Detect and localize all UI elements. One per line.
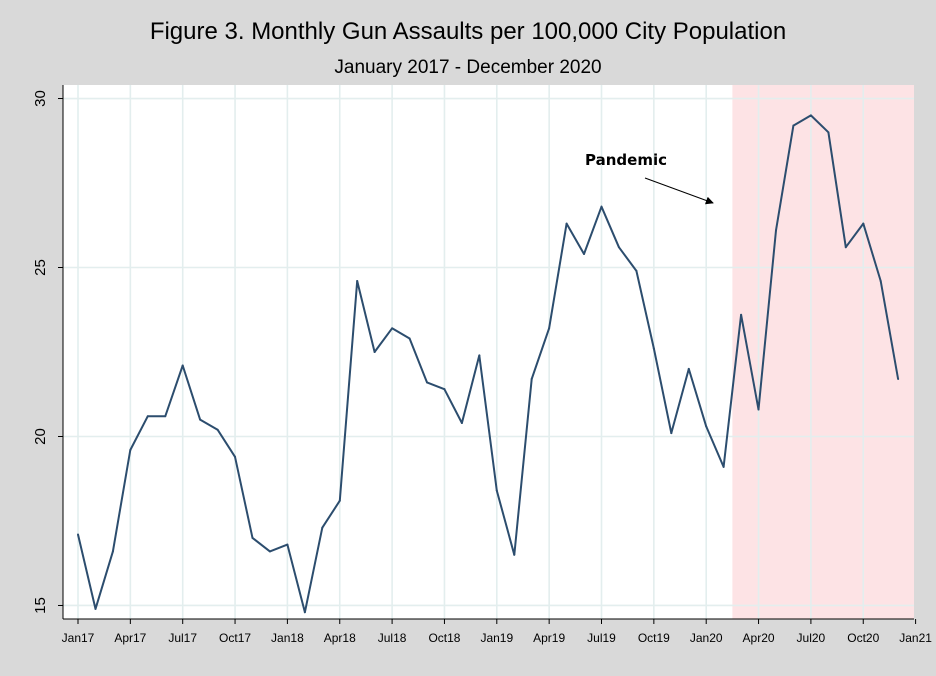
x-tick-label: Jan17 bbox=[62, 631, 95, 645]
data-point bbox=[408, 337, 411, 340]
data-point bbox=[373, 351, 376, 353]
data-point bbox=[199, 418, 202, 421]
annotation-label: Pandemic bbox=[585, 151, 667, 169]
gridlines bbox=[63, 85, 914, 619]
annotation-group: Pandemic bbox=[585, 151, 714, 205]
data-point bbox=[216, 428, 219, 431]
data-point bbox=[94, 607, 97, 610]
x-tick-label: Jan19 bbox=[480, 631, 513, 645]
y-tick-label: 30 bbox=[32, 90, 49, 107]
x-tick-label: Apr18 bbox=[324, 631, 356, 645]
data-point bbox=[792, 124, 795, 127]
data-point bbox=[617, 246, 620, 249]
data-point bbox=[775, 229, 777, 232]
series-group bbox=[77, 114, 900, 614]
data-point bbox=[652, 347, 655, 350]
x-tick-label: Jul20 bbox=[797, 631, 826, 645]
data-point bbox=[670, 432, 673, 435]
x-tick-label: Oct18 bbox=[428, 631, 460, 645]
data-point bbox=[234, 455, 237, 458]
data-point bbox=[303, 611, 306, 614]
x-tick-label: Jul19 bbox=[587, 631, 616, 645]
data-point bbox=[251, 536, 254, 539]
data-point bbox=[722, 465, 725, 468]
data-point bbox=[897, 378, 900, 381]
data-point bbox=[478, 354, 481, 357]
data-point bbox=[635, 269, 638, 272]
data-point bbox=[879, 280, 882, 283]
data-point bbox=[286, 543, 289, 546]
data-point bbox=[426, 381, 428, 384]
x-tick-label: Oct19 bbox=[638, 631, 670, 645]
data-point bbox=[495, 489, 498, 492]
x-tick-label: Apr20 bbox=[743, 631, 775, 645]
data-point bbox=[757, 408, 760, 411]
data-point bbox=[827, 131, 830, 134]
data-point bbox=[356, 280, 359, 283]
y-tick-label: 25 bbox=[32, 259, 49, 276]
annotation-arrow bbox=[644, 177, 714, 205]
data-point bbox=[321, 526, 324, 529]
x-tick-label: Apr17 bbox=[114, 631, 146, 645]
data-point bbox=[583, 252, 586, 255]
data-point bbox=[443, 388, 446, 391]
data-point bbox=[705, 425, 708, 428]
data-point bbox=[862, 222, 865, 225]
x-tick-label: Jul17 bbox=[168, 631, 197, 645]
series-line bbox=[77, 114, 900, 614]
pandemic-shaded-region bbox=[732, 85, 914, 619]
x-tick-label: Oct17 bbox=[219, 631, 251, 645]
chart-title: Figure 3. Monthly Gun Assaults per 100,0… bbox=[149, 18, 787, 45]
data-point bbox=[181, 364, 184, 367]
data-point bbox=[530, 378, 533, 381]
data-point bbox=[164, 415, 167, 418]
data-point bbox=[548, 327, 551, 330]
data-point bbox=[111, 550, 114, 553]
data-point bbox=[129, 449, 132, 452]
x-tick-label: Oct20 bbox=[847, 631, 879, 645]
data-point bbox=[513, 553, 516, 556]
data-point bbox=[844, 246, 847, 249]
chart-subtitle: January 2017 - December 2020 bbox=[334, 57, 602, 78]
data-point bbox=[146, 415, 149, 418]
data-point bbox=[809, 114, 812, 117]
y-tick-label: 15 bbox=[32, 597, 49, 614]
data-point bbox=[77, 533, 79, 536]
y-tick-label: 20 bbox=[32, 428, 49, 445]
data-point bbox=[687, 367, 690, 370]
x-tick-label: Apr19 bbox=[533, 631, 565, 645]
data-point bbox=[600, 205, 603, 208]
x-tick-label: Jan20 bbox=[690, 631, 723, 645]
x-tick-label: Jan21 bbox=[899, 631, 932, 645]
data-point bbox=[565, 222, 568, 225]
data-point bbox=[268, 550, 271, 553]
x-tick-label: Jan18 bbox=[271, 631, 304, 645]
axes: Jan17 Apr17 Jul17 Oct17 Jan18 Apr18 Jul18 Oct18… bbox=[32, 85, 932, 645]
data-point bbox=[338, 499, 341, 502]
x-tick-label: Jul18 bbox=[378, 631, 407, 645]
data-point bbox=[391, 327, 394, 330]
data-point bbox=[740, 313, 743, 316]
data-point bbox=[460, 421, 463, 424]
